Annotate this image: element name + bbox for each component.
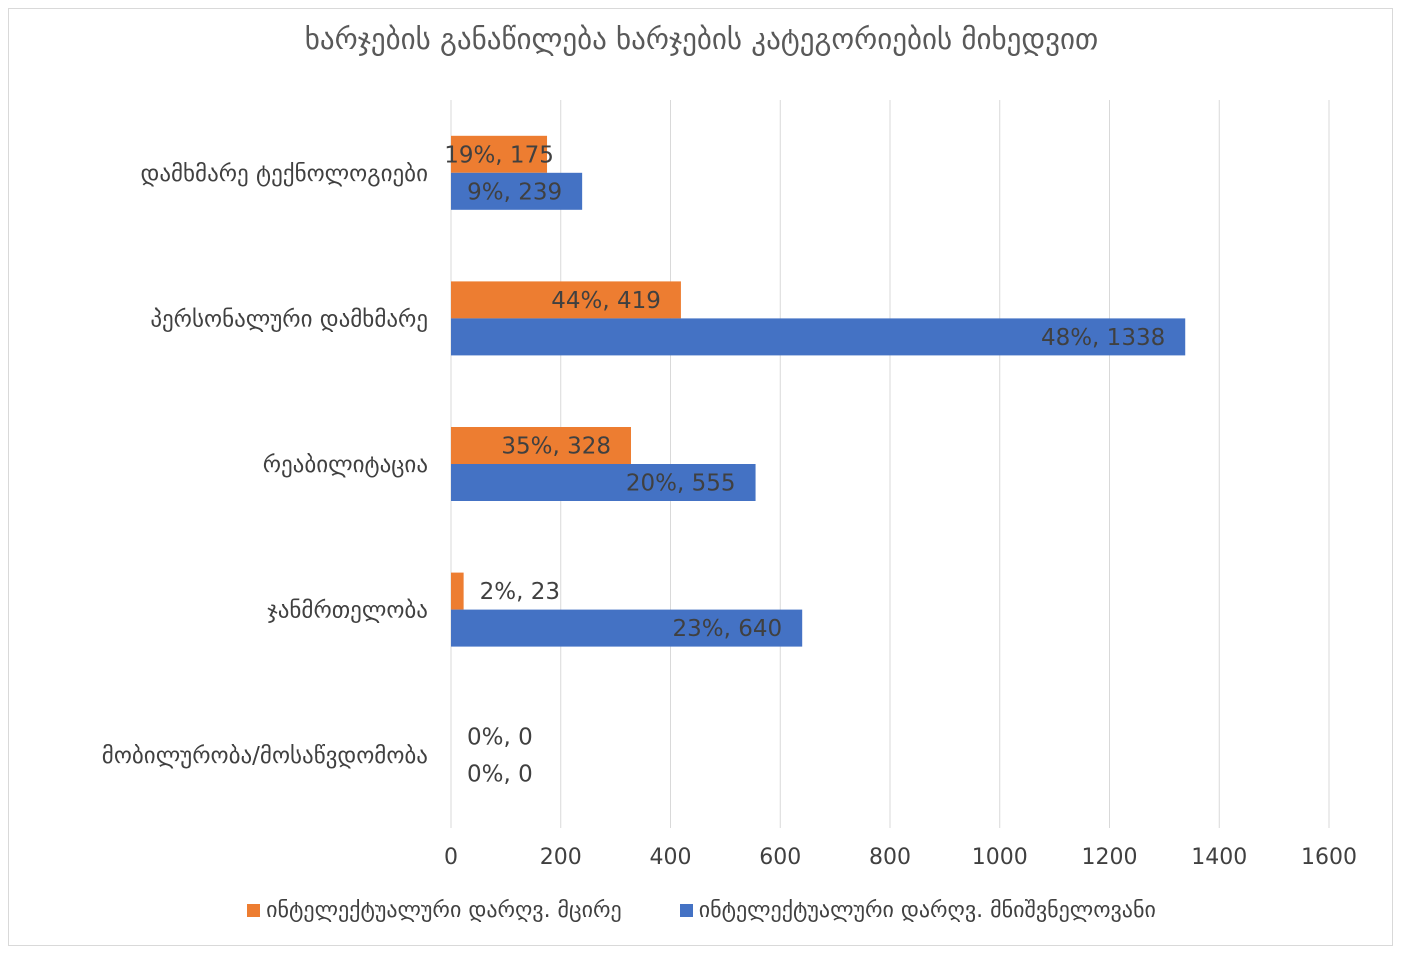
bar xyxy=(451,135,548,173)
x-tick-label: 600 xyxy=(759,845,801,870)
chart-title: ხარჯების განაწილება ხარჯების კატეგორიები… xyxy=(304,22,1099,56)
x-tick-label: 1400 xyxy=(1191,845,1247,870)
bar xyxy=(451,281,681,319)
x-tick-label: 0 xyxy=(444,845,458,870)
data-label: 48%, 1338 xyxy=(1041,325,1165,351)
bar xyxy=(451,172,583,210)
x-tick-label: 200 xyxy=(540,845,582,870)
x-tick-label: 1000 xyxy=(972,845,1028,870)
bar xyxy=(451,609,803,647)
category-label: პერსონალური დამხმარე xyxy=(150,306,428,332)
data-label: 0%, 0 xyxy=(467,762,533,788)
bar xyxy=(451,464,756,501)
x-tick-label: 800 xyxy=(869,845,911,870)
bar xyxy=(451,427,631,464)
category-label: რეაბილიტაცია xyxy=(263,452,428,478)
data-label: 2%, 23 xyxy=(480,579,560,605)
category-label: დამხმარე ტექნოლოგიები xyxy=(141,161,428,187)
data-label: 19%, 175 xyxy=(444,142,554,168)
data-label: 9%, 239 xyxy=(467,179,562,205)
legend-item-significant: ინტელექტუალური დარღვ. მნიშვნელოვანი xyxy=(679,898,1156,923)
x-tick-label: 400 xyxy=(650,845,692,870)
data-label: 44%, 419 xyxy=(551,288,661,314)
legend-swatch-minor xyxy=(247,904,261,917)
category-label: ჯანმრთელობა xyxy=(267,598,428,624)
data-label: 35%, 328 xyxy=(501,434,611,460)
x-tick-label: 1600 xyxy=(1301,845,1357,870)
bar xyxy=(451,572,464,610)
data-label: 0%, 0 xyxy=(467,725,533,751)
x-tick-label: 1200 xyxy=(1082,845,1138,870)
legend-item-minor: ინტელექტუალური დარღვ. მცირე xyxy=(247,898,622,923)
legend: ინტელექტუალური დარღვ. მცირე ინტელექტუალუ… xyxy=(0,898,1403,923)
data-label: 20%, 555 xyxy=(626,471,736,497)
legend-label-minor: ინტელექტუალური დარღვ. მცირე xyxy=(266,898,622,923)
category-label: მობილურობა/მოსაწვდომობა xyxy=(102,743,428,769)
bar xyxy=(451,318,1186,356)
legend-swatch-significant xyxy=(679,904,693,917)
legend-label-significant: ინტელექტუალური დარღვ. მნიშვნელოვანი xyxy=(698,898,1156,923)
data-label: 23%, 640 xyxy=(673,616,783,642)
